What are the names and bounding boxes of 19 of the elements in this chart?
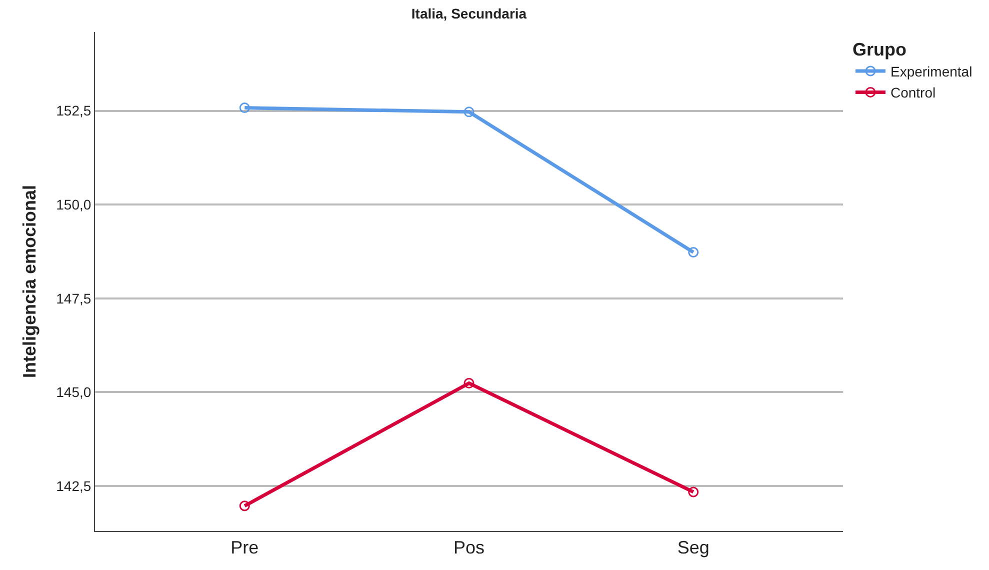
chart-title: Italia, Secundaria bbox=[411, 5, 527, 22]
y-tick-label: 145,0 bbox=[56, 384, 92, 400]
x-tick-label: Seg bbox=[677, 538, 710, 558]
point bbox=[464, 106, 474, 118]
y-tick-label: 152,5 bbox=[56, 102, 92, 119]
point bbox=[464, 378, 474, 388]
legend-label: Experimental bbox=[890, 63, 972, 80]
point bbox=[688, 486, 699, 498]
x-tick-label: Pos bbox=[453, 538, 485, 558]
legend-label: Control bbox=[890, 84, 936, 101]
point bbox=[239, 102, 250, 114]
y-tick-label: 142,5 bbox=[56, 478, 92, 494]
y-axis-title: Inteligencia emocional bbox=[19, 184, 40, 378]
point bbox=[239, 500, 250, 512]
legend-title: Grupo bbox=[852, 39, 906, 60]
point bbox=[688, 246, 699, 258]
x-tick-label: Pre bbox=[230, 538, 259, 558]
y-tick-label: 150,0 bbox=[56, 196, 92, 212]
y-tick-label: 147,5 bbox=[56, 290, 92, 306]
